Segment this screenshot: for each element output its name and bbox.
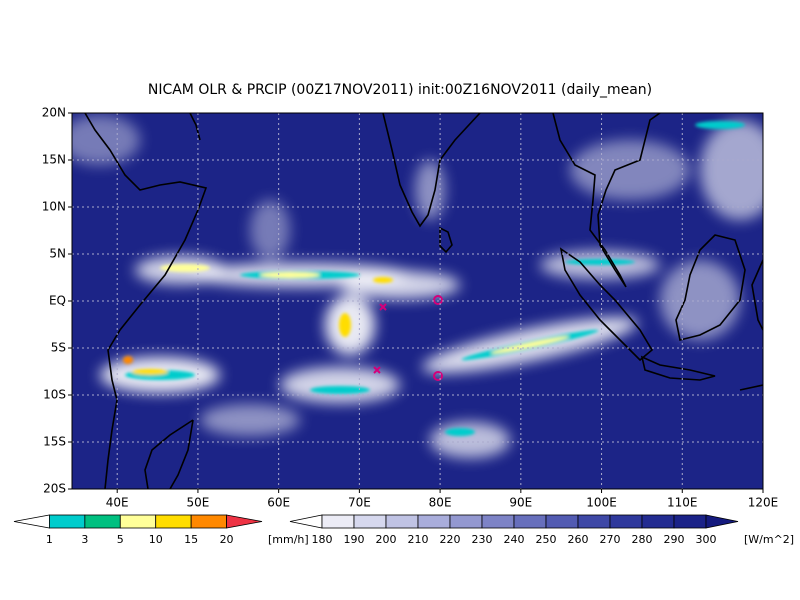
coastlines [84, 113, 763, 489]
map [72, 113, 763, 489]
colorbar-box [155, 514, 192, 529]
colorbar-label: 200 [376, 533, 397, 546]
colorbar-label: 20 [220, 533, 234, 546]
colorbar-label: 180 [312, 533, 333, 546]
y-tick-label: 15N [42, 153, 66, 167]
colorbar-label: 260 [568, 533, 589, 546]
colorbar-unit: [mm/h] [268, 533, 309, 546]
y-tick-label: 10S [43, 388, 66, 402]
colorbar-box [49, 514, 86, 529]
colorbar-label: 300 [696, 533, 717, 546]
colorbar-box [449, 514, 483, 529]
colorbar-label: 230 [472, 533, 493, 546]
colorbar-label: 280 [632, 533, 653, 546]
colorbar-box [385, 514, 419, 529]
colorbar-label: 290 [664, 533, 685, 546]
colorbar-box [353, 514, 387, 529]
colorbar-box [481, 514, 515, 529]
colorbar-label: 3 [81, 533, 88, 546]
colorbar-box [545, 514, 579, 529]
colorbar-end [226, 514, 263, 529]
colorbar-label: 190 [344, 533, 365, 546]
colorbar-box [417, 514, 451, 529]
y-tick-label: 20S [43, 482, 66, 496]
colorbar-label: 240 [504, 533, 525, 546]
y-tick-label: 5S [51, 341, 66, 355]
colorbar-unit: [W/m^2] [744, 533, 794, 546]
y-tick-label: EQ [49, 294, 66, 308]
colorbar-label: 220 [440, 533, 461, 546]
colorbar-end [13, 514, 50, 529]
x-tick-label: 120E [748, 496, 779, 510]
y-tick-label: 5N [49, 247, 66, 261]
colorbar-box [641, 514, 675, 529]
colorbar-label: 270 [600, 533, 621, 546]
x-tick-label: 80E [429, 496, 452, 510]
markers [373, 295, 443, 381]
colorbar-label: 5 [117, 533, 124, 546]
y-tick-label: 20N [42, 106, 66, 120]
colorbar-label: 250 [536, 533, 557, 546]
colorbar-box [513, 514, 547, 529]
colorbar-label: 10 [149, 533, 163, 546]
x-tick-label: 50E [187, 496, 210, 510]
colorbar-box [84, 514, 121, 529]
colorbar-end [705, 514, 739, 529]
x-tick-label: 100E [586, 496, 617, 510]
x-tick-label: 40E [106, 496, 129, 510]
x-tick-label: 60E [267, 496, 290, 510]
colorbar-box [321, 514, 355, 529]
y-tick-label: 10N [42, 200, 66, 214]
colorbar-box [119, 514, 157, 529]
colorbar-box [577, 514, 611, 529]
colorbar-box [609, 514, 643, 529]
x-tick-label: 70E [348, 496, 371, 510]
y-tick-label: 15S [43, 435, 66, 449]
x-tick-label: 110E [667, 496, 698, 510]
title: NICAM OLR & PRCIP (00Z17NOV2011) init:00… [148, 82, 652, 98]
colorbar-end [289, 514, 323, 529]
colorbar-label: 210 [408, 533, 429, 546]
colorbar-label: 15 [184, 533, 198, 546]
colorbar-box [673, 514, 707, 529]
x-tick-label: 90E [509, 496, 532, 510]
colorbar-box [190, 514, 227, 529]
colorbar-label: 1 [46, 533, 53, 546]
